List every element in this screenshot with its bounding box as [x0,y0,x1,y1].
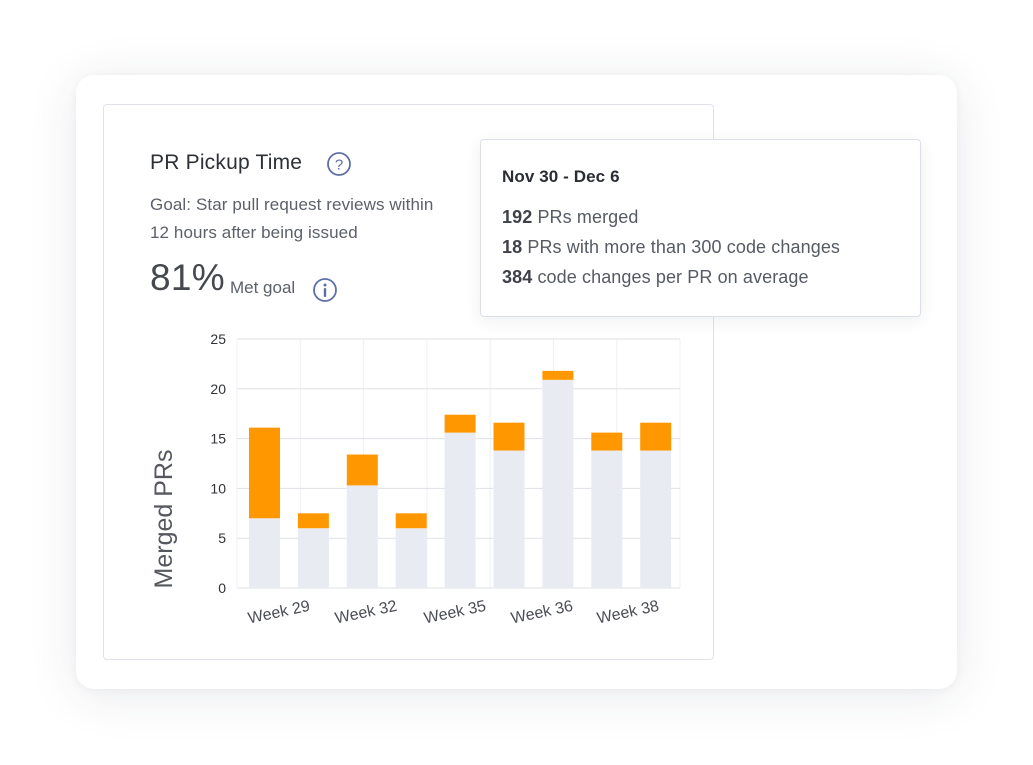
bar-top [444,414,476,433]
goal-line-2: 12 hours after being issued [150,223,358,242]
bar-top [493,422,525,451]
x-tick-label: Week 32 [334,598,399,628]
tooltip-value: 18 [502,237,523,257]
y-tick-label: 20 [210,381,226,397]
tooltip-row-prs-merged: 192 PRs merged [502,207,639,228]
bar-base [591,450,623,588]
tooltip-row-avg-changes: 384 code changes per PR on average [502,267,809,288]
svg-text:?: ? [335,157,343,174]
tooltip-date-range: Nov 30 - Dec 6 [502,167,620,186]
tooltip-text: code changes per PR on average [537,267,809,287]
bar-base [297,528,329,588]
bar-top [591,432,623,451]
tooltip-text: PRs merged [537,207,639,227]
x-tick-label: Week 36 [510,598,575,628]
goal-line-1: Goal: Star pull request reviews within [150,195,434,214]
bar-top [640,422,672,451]
tooltip-row-large-prs: 18 PRs with more than 300 code changes [502,237,840,258]
bar-top [395,513,427,529]
tooltip-text: PRs with more than 300 code changes [527,237,841,257]
bar-top [249,427,280,519]
week-tooltip: Nov 30 - Dec 6 192 PRs merged 18 PRs wit… [480,139,921,317]
question-circle-icon[interactable]: ? [326,151,352,177]
goal-description: Goal: Star pull request reviews within 1… [150,191,480,247]
bar-base [640,450,672,588]
tooltip-value: 384 [502,267,533,287]
info-circle-icon[interactable] [312,277,338,303]
x-tick-label: Week 29 [247,598,312,628]
bar-base [493,450,525,588]
bar-base [395,528,427,588]
bar-top [297,513,329,529]
met-goal-percent: 81% [150,257,225,298]
y-tick-label: 10 [210,480,226,496]
met-goal-label: Met goal [230,278,296,297]
bar-top [346,454,378,486]
tooltip-value: 192 [502,207,533,227]
bar-base [444,432,476,588]
x-tick-label: Week 35 [423,598,488,628]
bar-base [346,485,378,588]
bar-top [542,370,574,380]
card-title: PR Pickup Time [150,151,303,174]
y-tick-label: 0 [218,580,226,596]
x-tick-label: Week 38 [596,598,661,628]
y-axis-label: Merged PRs [150,450,178,589]
y-tick-label: 25 [210,331,226,347]
y-tick-label: 5 [218,530,226,546]
bar-base [249,518,280,588]
y-tick-label: 15 [210,431,226,447]
bar-base [542,379,574,588]
